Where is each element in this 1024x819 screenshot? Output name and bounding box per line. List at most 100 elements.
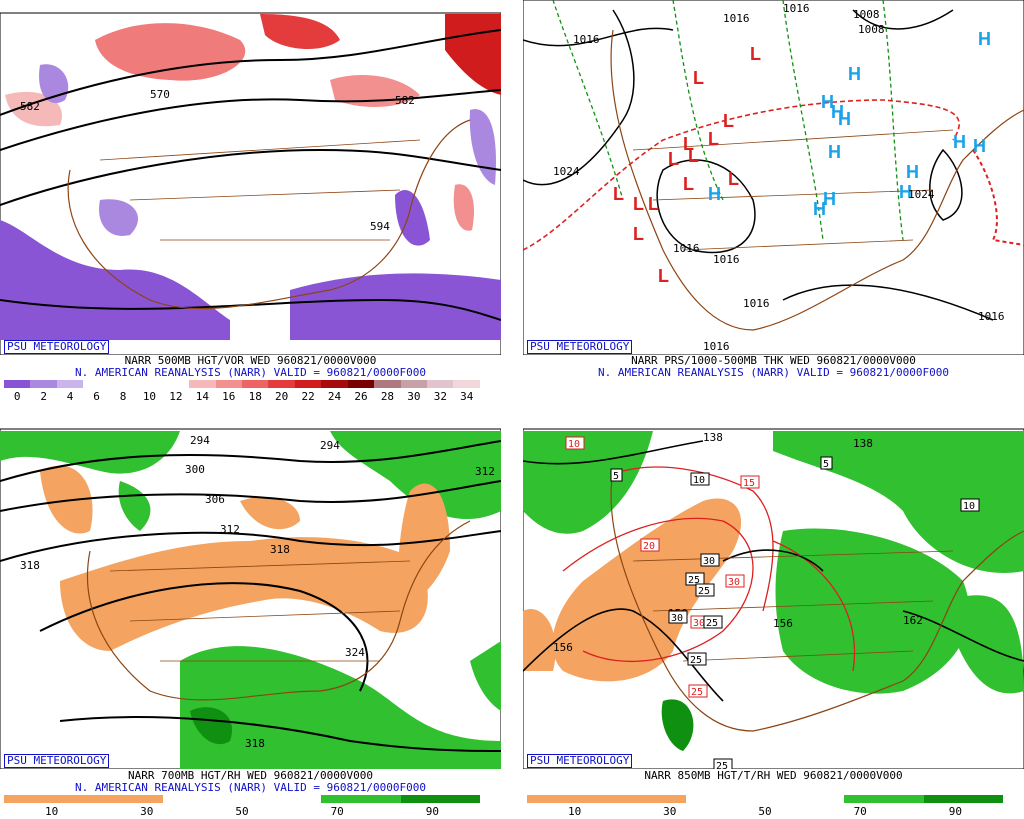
panel-850mb-temp-rh: 1561501561621381381051015510202530302530… (523, 411, 1024, 819)
high-pressure-marker: H (821, 92, 834, 112)
colorbar-segment (764, 795, 845, 803)
colorbar-segment (527, 795, 607, 803)
colorbar-tick-label: 30 (663, 805, 677, 818)
contour-label: 1024 (908, 188, 935, 201)
svg-text:25: 25 (690, 655, 702, 666)
svg-text:25: 25 (706, 618, 718, 629)
colorbar-segment (215, 380, 242, 388)
colorbar-tick-label: 50 (235, 805, 249, 818)
contour-label: 594 (370, 220, 390, 233)
temperature-box-label: 20 (640, 538, 660, 552)
low-pressure-marker: L (633, 194, 644, 214)
temperature-box-label: 10 (960, 498, 980, 512)
temperature-box-label: 25 (687, 652, 707, 666)
svg-text:30: 30 (728, 577, 740, 588)
low-pressure-marker: L (668, 149, 679, 169)
colorbar-segment (241, 795, 322, 803)
colorbar-tick-label: 8 (119, 390, 127, 403)
svg-text:25: 25 (691, 687, 703, 698)
colorbar-segment (321, 795, 401, 803)
contour-label: 1016 (783, 2, 810, 15)
colorbar-tick-label: 16 (222, 390, 236, 403)
svg-text:20: 20 (643, 541, 655, 552)
colorbar-tick-label: 10 (567, 805, 582, 818)
map-700mb: 294 294 300 306 312 318 318 324 312 318 (0, 428, 501, 769)
temperature-box-label: 10 (565, 436, 585, 450)
colorbar-segment (268, 380, 295, 388)
svg-text:5: 5 (823, 459, 829, 470)
colorbar-segment (83, 380, 110, 388)
rh-colorbar-ticks: 10 30 50 70 90 (4, 805, 480, 818)
colorbar-tick-label: 6 (93, 390, 100, 403)
temperature-box-label: 25 (688, 684, 708, 698)
colorbar-segment (162, 795, 242, 803)
low-pressure-marker: L (723, 111, 734, 131)
psu-meteorology-badge: PSU METEOROLOGY (527, 340, 633, 354)
low-pressure-marker: L (633, 224, 644, 244)
colorbar-segment (4, 380, 31, 388)
temperature-box-label: 25 (703, 615, 723, 629)
contour-label: 294 (320, 439, 340, 452)
high-pressure-marker: H (708, 184, 721, 204)
colorbar-segment (4, 795, 84, 803)
high-pressure-marker: H (906, 162, 919, 182)
panel-700mb-rh: 294 294 300 306 312 318 318 324 312 318 PSU METEO… (0, 411, 501, 819)
contour-label: 156 (553, 641, 573, 654)
low-pressure-marker: L (693, 68, 704, 88)
contour-label: 1016 (703, 340, 730, 353)
temperature-box-label: 25 (685, 572, 705, 586)
svg-text:5: 5 (613, 471, 619, 482)
svg-text:25: 25 (716, 761, 728, 769)
high-pressure-marker: H (838, 109, 851, 129)
map-850mb: 1561501561621381381051015510202530302530… (523, 428, 1024, 769)
low-pressure-marker: L (648, 194, 659, 214)
colorbar-segment (374, 380, 401, 388)
contour-label: 1008 (858, 23, 885, 36)
temperature-box-label: 25 (713, 758, 733, 769)
svg-text:30: 30 (671, 613, 683, 624)
rh-colorbar (527, 795, 1003, 803)
map-500mb: 582 594 570 582 (0, 12, 501, 355)
psu-meteorology-badge: PSU METEOROLOGY (527, 754, 633, 768)
contour-label: 312 (220, 523, 240, 536)
low-pressure-marker: L (658, 266, 669, 286)
contour-label: 294 (190, 434, 210, 447)
colorbar-segment (241, 380, 269, 388)
low-pressure-marker: L (683, 134, 694, 154)
colorbar-segment (136, 380, 163, 388)
rh-colorbar (4, 795, 480, 803)
contour-label: 1016 (978, 310, 1005, 323)
low-pressure-marker: L (613, 184, 624, 204)
caption-line-1: NARR 850MB HGT/T/RH WED 960821/0000V000 (644, 769, 903, 782)
colorbar-segment (56, 380, 84, 388)
contour-label: 1016 (743, 297, 770, 310)
caption-line-1: NARR PRS/1000-500MB THK WED 960821/0000V… (631, 354, 916, 367)
contour-label: 1016 (573, 33, 600, 46)
colorbar-tick-label: 34 (460, 390, 474, 403)
contour-label: 570 (150, 88, 170, 101)
svg-text:30: 30 (703, 556, 715, 567)
colorbar-segment (189, 380, 216, 388)
colorbar-tick-label: 26 (354, 390, 368, 403)
temperature-box-label: 5 (820, 456, 833, 470)
low-pressure-marker: L (728, 169, 739, 189)
contour-label: 1016 (673, 242, 700, 255)
temperature-box-label: 10 (690, 472, 710, 486)
caption-line-1: NARR 500MB HGT/VOR WED 960821/0000V000 (124, 354, 377, 367)
colorbar-tick-label: 90 (948, 805, 963, 818)
colorbar-tick-label: 10 (44, 805, 59, 818)
colorbar-tick-label: 2 (40, 390, 47, 403)
svg-text:15: 15 (743, 478, 755, 489)
temperature-box-label: 15 (740, 475, 760, 489)
contour-label: 138 (853, 437, 873, 450)
colorbar-segment (606, 795, 686, 803)
colorbar-tick-label: 70 (330, 805, 344, 818)
vorticity-colorbar-ticks: 0 2 4 6 8 10 12 14 16 18 20 22 24 26 28 30 32 34 (4, 390, 480, 403)
caption-line-2: N. AMERICAN REANALYSIS (NARR) VALID = 96… (75, 366, 426, 379)
high-pressure-marker: H (973, 136, 986, 156)
panel-500mb-vorticity: 582 594 570 582 PSU METEOROLOGY NARR 500MB … (0, 0, 501, 408)
high-pressure-marker: H (848, 64, 861, 84)
colorbar-tick-label: 70 (853, 805, 867, 818)
